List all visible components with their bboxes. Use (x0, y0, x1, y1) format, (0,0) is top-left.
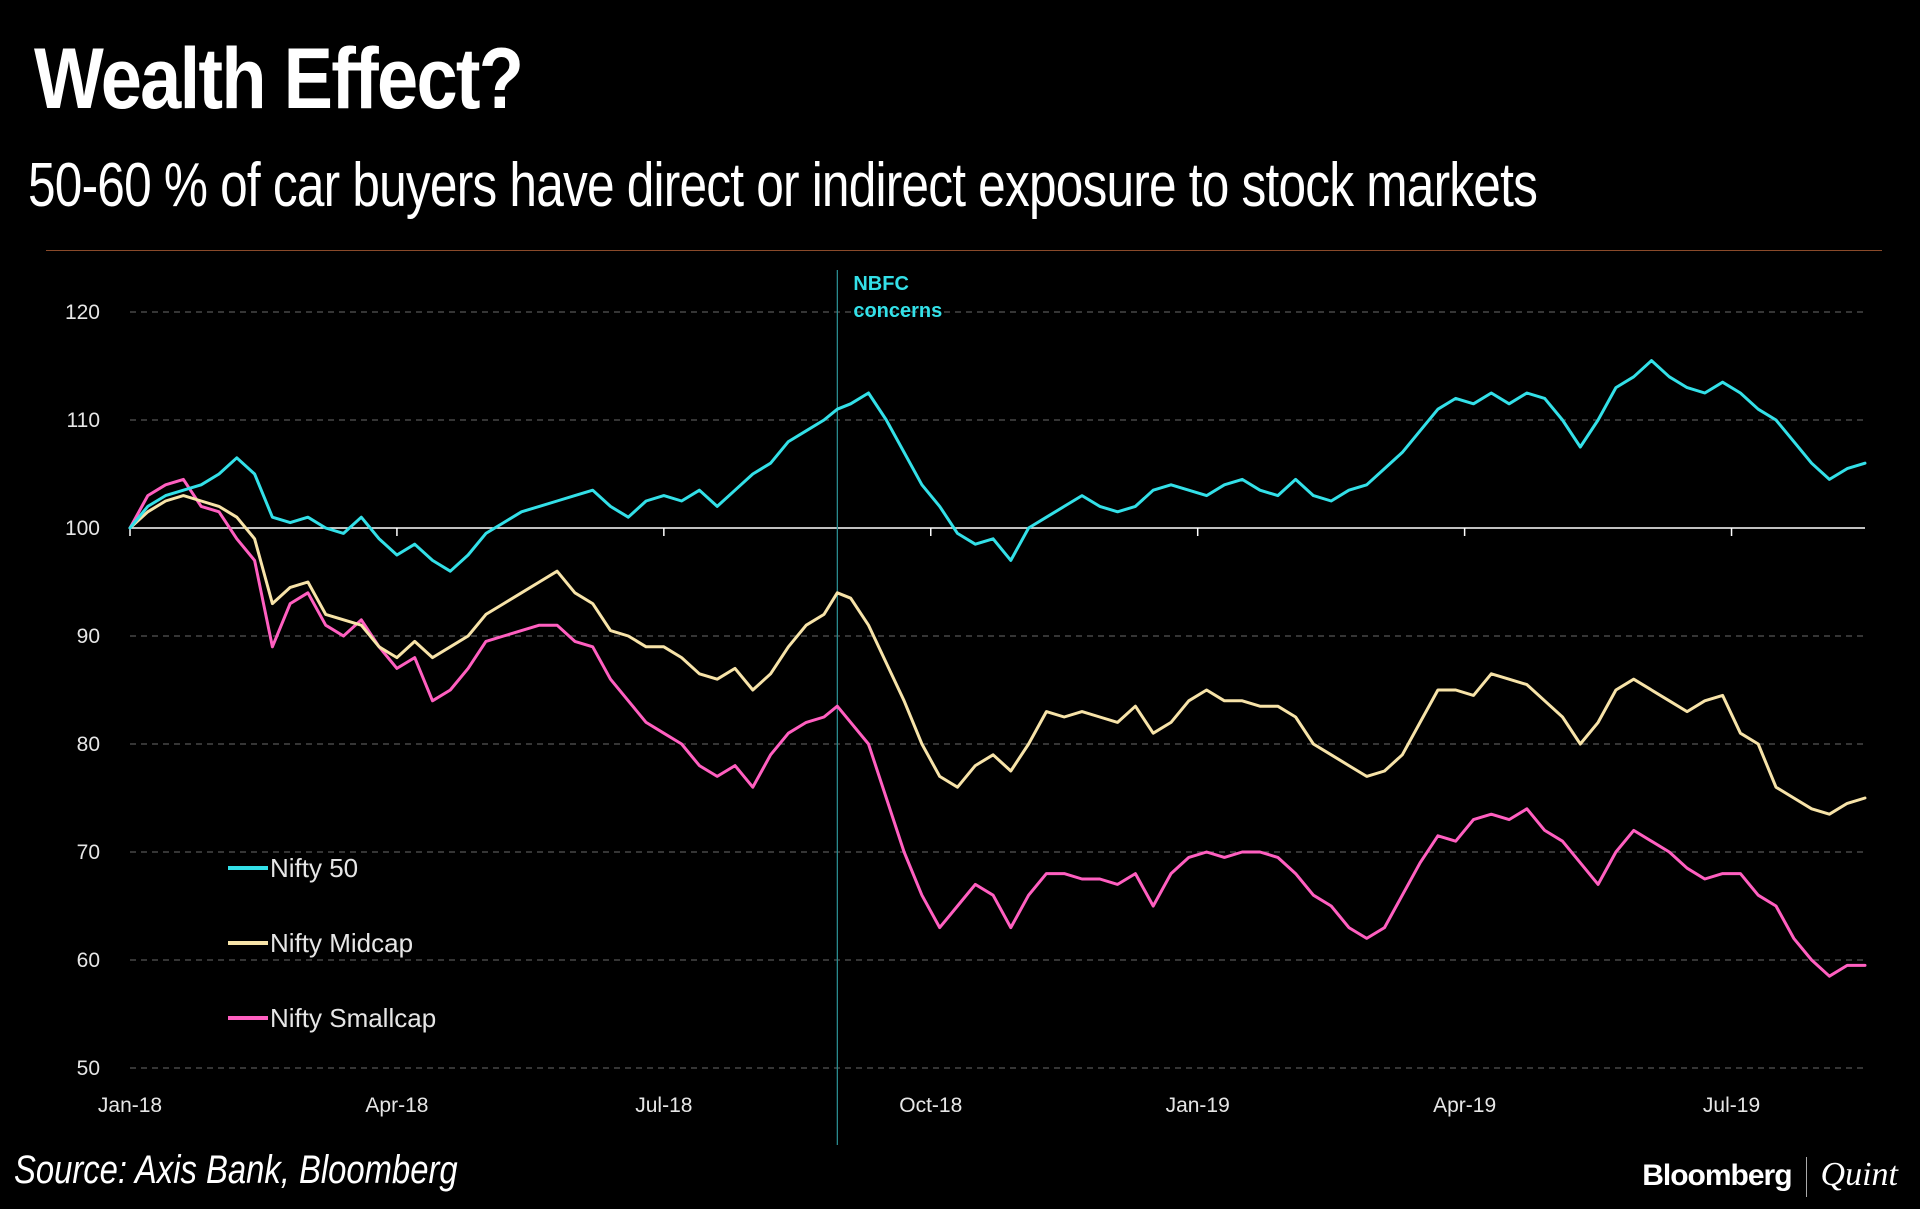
x-tick-label: Jul-18 (635, 1094, 692, 1117)
brand-primary: Bloomberg (1642, 1159, 1792, 1192)
chart-title: Wealth Effect? (34, 31, 524, 127)
y-tick-label: 80 (77, 733, 100, 756)
x-tick-label: Apr-18 (365, 1094, 428, 1117)
y-tick-label: 120 (65, 301, 100, 324)
series-line-nifty-50 (128, 359, 1867, 573)
annotation-label: concerns (853, 300, 942, 322)
y-tick-label: 100 (65, 517, 100, 540)
brand-secondary: Quint (1820, 1156, 1898, 1193)
chart-subtitle: 50-60 % of car buyers have direct or ind… (28, 151, 1538, 220)
x-tick-label: Jan-18 (98, 1094, 162, 1117)
y-tick-label: 50 (77, 1057, 100, 1080)
x-tick-label: Oct-18 (899, 1094, 962, 1117)
x-tick-label: Jul-19 (1703, 1094, 1760, 1117)
y-tick-label: 60 (77, 949, 100, 972)
x-tick-label: Apr-19 (1433, 1094, 1496, 1117)
y-axis-ticks: 50 60 70 80 90 100 110 120 (65, 301, 100, 1080)
annotation-label: NBFC (853, 273, 909, 295)
y-tick-label: 70 (77, 841, 100, 864)
source-note: Source: Axis Bank, Bloomberg (14, 1148, 458, 1192)
x-tick-label: Jan-19 (1166, 1094, 1230, 1117)
legend: Nifty 50 Nifty Midcap Nifty Smallcap (228, 853, 436, 1033)
brand-separator (1805, 1157, 1807, 1198)
series-lines (128, 359, 1867, 978)
series-line-nifty-smallcap (128, 477, 1867, 978)
gridlines (130, 311, 1865, 1069)
y-tick-label: 110 (67, 409, 100, 432)
brand-logo: Bloomberg Quint (1642, 1156, 1898, 1198)
legend-label: Nifty Smallcap (270, 1003, 436, 1033)
header-divider (46, 250, 1882, 251)
series-line-nifty-midcap (128, 494, 1867, 816)
legend-label: Nifty Midcap (270, 928, 413, 958)
x-axis-ticks: Jan-18 Apr-18 Jul-18 Oct-18 Jan-19 Apr-19 Jul-… (98, 528, 1760, 1117)
y-tick-label: 90 (77, 625, 100, 648)
legend-label: Nifty 50 (270, 853, 358, 883)
